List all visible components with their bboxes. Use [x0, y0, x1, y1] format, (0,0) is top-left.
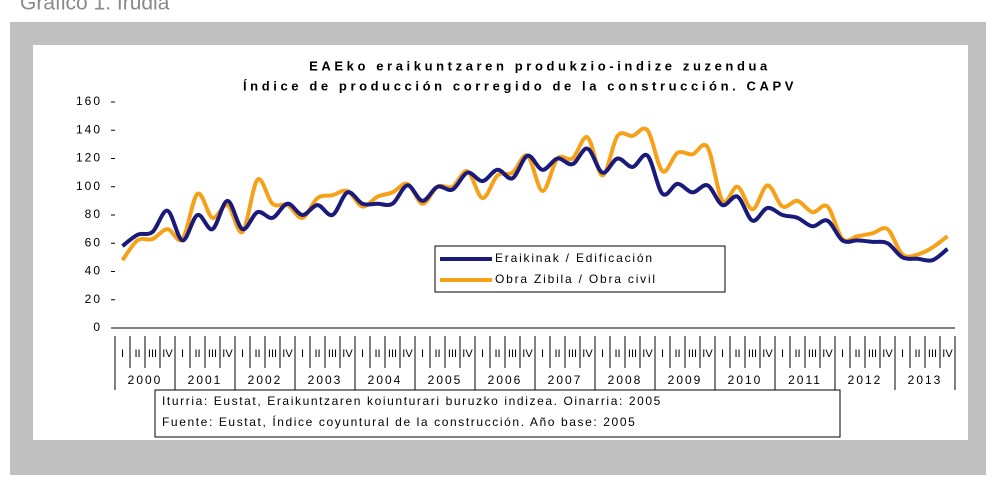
- x-tick-label: IV: [582, 348, 593, 360]
- x-tick-label: I: [181, 348, 184, 360]
- x-tick-label: I: [841, 348, 844, 360]
- x-tick-label: II: [254, 348, 260, 360]
- year-label: 2007: [548, 373, 583, 387]
- x-tick-label: II: [434, 348, 440, 360]
- y-tick-label: 20: [85, 292, 102, 306]
- x-tick-label: IV: [762, 348, 773, 360]
- x-tick-label: III: [628, 348, 637, 360]
- x-tick-label: I: [361, 348, 364, 360]
- x-tick-label: IV: [942, 348, 953, 360]
- chart-area: [33, 45, 968, 440]
- x-tick-label: II: [674, 348, 680, 360]
- year-label: 2002: [248, 373, 283, 387]
- x-tick-label: II: [794, 348, 800, 360]
- x-tick-label: I: [121, 348, 124, 360]
- legend: [434, 245, 726, 293]
- x-tick-label: II: [854, 348, 860, 360]
- year-label: 2009: [668, 373, 703, 387]
- chart-title: EAEko eraikuntzaren produkzio-indize zuz…: [309, 58, 771, 73]
- x-tick-label: IV: [222, 348, 233, 360]
- x-tick-label: I: [781, 348, 784, 360]
- legend-label: Eraikinak / Edificación: [495, 251, 654, 265]
- y-tick-label: 120: [76, 151, 102, 165]
- x-tick-label: IV: [642, 348, 653, 360]
- x-tick-label: IV: [342, 348, 353, 360]
- y-tick-label: 160: [76, 94, 102, 108]
- x-tick-label: III: [448, 348, 457, 360]
- year-label: 2003: [308, 373, 343, 387]
- x-tick-label: II: [734, 348, 740, 360]
- x-tick-label: III: [808, 348, 817, 360]
- x-tick-label: I: [301, 348, 304, 360]
- x-tick-label: IV: [402, 348, 413, 360]
- x-tick-label: II: [914, 348, 920, 360]
- y-tick-label: 140: [76, 122, 102, 136]
- x-tick-label: I: [481, 348, 484, 360]
- x-tick-label: IV: [702, 348, 713, 360]
- x-tick-label: III: [508, 348, 517, 360]
- chart-title: Índice de producción corregido de la con…: [243, 78, 797, 93]
- legend-label: Obra Zibila / Obra civil: [495, 272, 657, 286]
- year-label: 2000: [128, 373, 163, 387]
- x-tick-label: IV: [822, 348, 833, 360]
- x-tick-label: II: [134, 348, 140, 360]
- year-label: 2001: [188, 373, 223, 387]
- x-tick-label: II: [554, 348, 560, 360]
- source: Iturria: Eustat, Eraikuntzaren koiuntura…: [162, 394, 662, 408]
- x-tick-label: III: [328, 348, 337, 360]
- year-label: 2011: [788, 373, 822, 387]
- year-label: 2012: [848, 373, 883, 387]
- x-tick-label: III: [388, 348, 397, 360]
- y-tick-label: 0: [93, 320, 102, 334]
- x-tick-label: III: [148, 348, 157, 360]
- x-tick-label: IV: [522, 348, 533, 360]
- year-label: 2008: [608, 373, 643, 387]
- x-tick-label: III: [868, 348, 877, 360]
- source: Fuente: Eustat, Índice coyuntural de la …: [162, 414, 636, 429]
- x-tick-label: IV: [162, 348, 173, 360]
- x-tick-label: II: [314, 348, 320, 360]
- x-tick-label: I: [421, 348, 424, 360]
- y-tick-label: 40: [85, 264, 102, 278]
- x-tick-label: IV: [462, 348, 473, 360]
- series-line: [121, 146, 949, 263]
- x-tick-label: III: [928, 348, 937, 360]
- x-tick-label: II: [194, 348, 200, 360]
- x-tick-label: I: [721, 348, 724, 360]
- x-tick-label: III: [688, 348, 697, 360]
- x-tick-label: I: [901, 348, 904, 360]
- x-tick-label: IV: [282, 348, 293, 360]
- x-tick-label: I: [661, 348, 664, 360]
- x-tick-label: III: [268, 348, 277, 360]
- x-tick-label: III: [208, 348, 217, 360]
- year-label: 2010: [728, 373, 763, 387]
- x-tick-label: I: [241, 348, 244, 360]
- year-label: 2013: [908, 373, 943, 387]
- y-tick-label: 100: [76, 179, 102, 193]
- source-box: [154, 389, 841, 438]
- year-label: 2005: [428, 373, 463, 387]
- heading: Gráfico 1. Irudia: [20, 0, 170, 15]
- x-tick-label: I: [601, 348, 604, 360]
- year-label: 2006: [488, 373, 523, 387]
- x-tick-label: I: [541, 348, 544, 360]
- series-line: [120, 126, 949, 262]
- x-tick-label: II: [374, 348, 380, 360]
- x-tick-label: II: [494, 348, 500, 360]
- x-tick-label: II: [614, 348, 620, 360]
- x-tick-label: III: [568, 348, 577, 360]
- year-label: 2004: [368, 373, 403, 387]
- x-tick-label: IV: [882, 348, 893, 360]
- y-tick-label: 60: [85, 235, 102, 249]
- y-tick-label: 80: [85, 207, 102, 221]
- x-tick-label: III: [748, 348, 757, 360]
